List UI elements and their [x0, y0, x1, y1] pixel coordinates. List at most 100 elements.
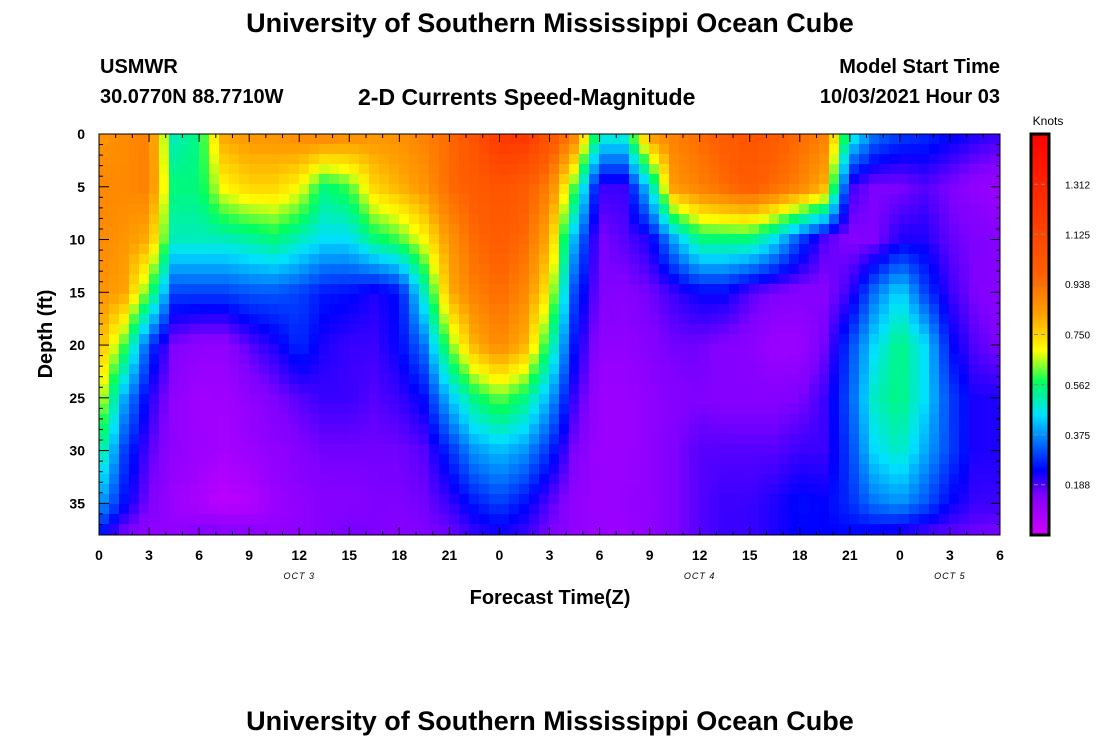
heatmap-cell	[379, 464, 390, 475]
heatmap-cell	[659, 394, 670, 405]
heatmap-cell	[319, 424, 330, 435]
heatmap-cell	[559, 454, 570, 465]
heatmap-cell	[449, 194, 460, 205]
heatmap-cell	[929, 314, 940, 325]
heatmap-cell	[579, 204, 590, 215]
heatmap-cell	[369, 454, 380, 465]
heatmap-cell	[619, 384, 630, 395]
heatmap-cell	[759, 374, 770, 385]
heatmap-cell	[899, 334, 910, 345]
heatmap-cell	[829, 284, 840, 295]
heatmap-cell	[829, 474, 840, 485]
heatmap-cell	[959, 134, 970, 145]
heatmap-cell	[799, 344, 810, 355]
heatmap-cell	[679, 494, 690, 505]
heatmap-cell	[819, 454, 830, 465]
heatmap-cell	[289, 274, 300, 285]
heatmap-cell	[659, 354, 670, 365]
heatmap-cell	[339, 244, 350, 255]
heatmap-cell	[549, 204, 560, 215]
heatmap-cell	[999, 464, 1000, 475]
heatmap-cell	[289, 464, 300, 475]
heatmap-cell	[759, 224, 770, 235]
heatmap-cell	[899, 324, 910, 335]
heatmap-cell	[389, 344, 400, 355]
heatmap-cell	[149, 184, 160, 195]
heatmap-cell	[439, 134, 450, 145]
heatmap-cell	[449, 474, 460, 485]
heatmap-cell	[579, 234, 590, 245]
heatmap-cell	[469, 294, 480, 305]
heatmap-cell	[639, 294, 650, 305]
heatmap-cell	[319, 194, 330, 205]
heatmap-cell	[229, 434, 240, 445]
heatmap-cell	[629, 334, 640, 345]
heatmap-cell	[709, 494, 720, 505]
heatmap-cell	[769, 534, 780, 535]
heatmap-cell	[189, 294, 200, 305]
heatmap-cell	[639, 344, 650, 355]
heatmap-cell	[799, 484, 810, 495]
heatmap-cell	[299, 484, 310, 495]
heatmap-cell	[189, 314, 200, 325]
heatmap-cell	[359, 354, 370, 365]
heatmap-cell	[959, 344, 970, 355]
heatmap-cell	[529, 154, 540, 165]
heatmap-cell	[269, 464, 280, 475]
heatmap-cell	[619, 274, 630, 285]
heatmap-cell	[99, 334, 110, 345]
heatmap-cell	[879, 394, 890, 405]
heatmap-cell	[719, 224, 730, 235]
heatmap-cell	[299, 244, 310, 255]
heatmap-cell	[819, 234, 830, 245]
heatmap-cell	[709, 214, 720, 225]
heatmap-cell	[199, 354, 210, 365]
heatmap-cell	[129, 324, 140, 335]
heatmap-cell	[119, 444, 130, 455]
heatmap-cell	[789, 394, 800, 405]
heatmap-cell	[949, 504, 960, 515]
heatmap-cell	[219, 284, 230, 295]
heatmap-cell	[329, 194, 340, 205]
heatmap-cell	[859, 294, 870, 305]
heatmap-cell	[529, 354, 540, 365]
heatmap-cell	[549, 314, 560, 325]
heatmap-cell	[149, 134, 160, 145]
heatmap-cell	[829, 504, 840, 515]
heatmap-cell	[979, 204, 990, 215]
heatmap-cell	[989, 434, 1000, 445]
heatmap-cell	[119, 144, 130, 155]
heatmap-cell	[879, 414, 890, 425]
heatmap-cell	[809, 504, 820, 515]
heatmap-cell	[889, 274, 900, 285]
heatmap-cell	[959, 354, 970, 365]
heatmap-cell	[319, 404, 330, 415]
heatmap-cell	[629, 424, 640, 435]
heatmap-cell	[369, 484, 380, 495]
heatmap-cell	[609, 134, 620, 145]
heatmap-cell	[789, 364, 800, 375]
heatmap-cell	[549, 214, 560, 225]
heatmap-cell	[749, 184, 760, 195]
heatmap-cell	[819, 164, 830, 175]
heatmap-cell	[299, 504, 310, 515]
heatmap-cell	[329, 504, 340, 515]
heatmap-cell	[669, 424, 680, 435]
heatmap-cell	[279, 464, 290, 475]
heatmap-cell	[159, 164, 170, 175]
heatmap-cell	[979, 414, 990, 425]
heatmap-cell	[619, 184, 630, 195]
heatmap-cell	[369, 374, 380, 385]
heatmap-cell	[849, 484, 860, 495]
heatmap-cell	[989, 214, 1000, 225]
heatmap-cell	[549, 134, 560, 145]
heatmap-cell	[819, 504, 830, 515]
heatmap-cell	[549, 224, 560, 235]
heatmap-cell	[969, 234, 980, 245]
heatmap-cell	[479, 374, 490, 385]
heatmap-cell	[389, 204, 400, 215]
heatmap-cell	[119, 244, 130, 255]
heatmap-cell	[789, 334, 800, 345]
heatmap-cell	[719, 184, 730, 195]
heatmap-cell	[239, 474, 250, 485]
